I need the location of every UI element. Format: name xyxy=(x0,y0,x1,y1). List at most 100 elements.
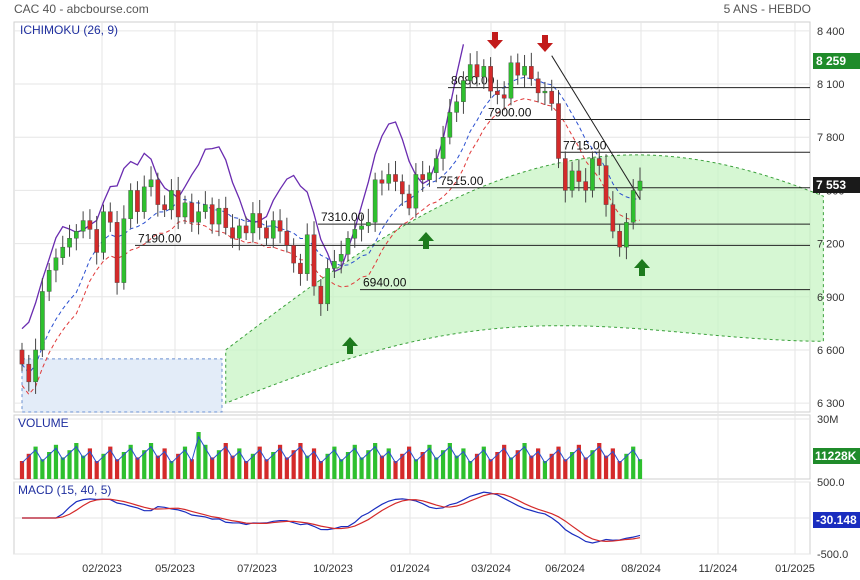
trend-line xyxy=(551,55,641,200)
candle-body xyxy=(630,190,636,223)
volume-bar xyxy=(128,444,133,479)
volume-bar xyxy=(237,448,242,479)
volume-bar xyxy=(617,461,622,479)
candle-body xyxy=(135,190,140,212)
volume-bar xyxy=(264,459,269,479)
candle-body xyxy=(535,78,541,94)
volume-bar xyxy=(345,452,351,479)
candle-body xyxy=(264,227,269,239)
candle-body xyxy=(603,165,609,205)
x-tick-label: 01/2024 xyxy=(390,563,430,575)
volume-bar xyxy=(542,461,548,479)
x-tick-label: 01/2025 xyxy=(775,563,815,575)
kumo-blue xyxy=(21,358,223,413)
volume-bar xyxy=(19,461,25,479)
candle-body xyxy=(637,180,643,191)
volume-bar xyxy=(488,459,493,479)
volume-bar xyxy=(244,461,249,479)
candle-body xyxy=(141,186,147,212)
volume-bar xyxy=(522,443,527,479)
candle-body xyxy=(101,211,106,253)
volume-bar xyxy=(53,444,59,479)
candle-body xyxy=(169,190,174,211)
chikou-line xyxy=(21,44,465,330)
volume-bar xyxy=(515,450,520,479)
volume-bar xyxy=(461,448,466,479)
volume-bar xyxy=(74,443,79,479)
volume-bar xyxy=(305,455,310,479)
candle-body xyxy=(325,268,330,305)
volume-bar xyxy=(40,459,45,479)
volume-bar xyxy=(434,457,439,479)
candle-body xyxy=(107,211,113,223)
volume-bar xyxy=(298,443,303,479)
y-tick-label: 6 300 xyxy=(817,398,845,410)
volume-bar xyxy=(135,457,140,479)
candle-body xyxy=(223,207,229,228)
candle-body xyxy=(203,204,208,212)
candle-body xyxy=(284,230,290,246)
macd-signal-line xyxy=(22,492,641,542)
candle-body xyxy=(386,174,392,184)
volume-bar xyxy=(94,461,99,479)
volume-bar xyxy=(529,455,534,479)
candle-body xyxy=(488,66,493,92)
volume-bar xyxy=(420,452,425,479)
candle-body xyxy=(277,220,283,232)
x-tick-label: 05/2023 xyxy=(155,563,195,575)
volume-bar xyxy=(339,459,344,479)
y-tick-label: 30M xyxy=(817,414,838,426)
volume-bar xyxy=(495,452,500,479)
volume-bar xyxy=(603,455,609,479)
candle-body xyxy=(216,207,222,225)
candle-body xyxy=(155,179,161,205)
volume-bar xyxy=(508,457,514,479)
candle-body xyxy=(230,227,235,239)
y-tick-label: 8 400 xyxy=(817,26,845,38)
last-price-tag xyxy=(813,177,860,193)
candle-body xyxy=(474,64,480,78)
macd-line xyxy=(22,491,641,544)
volume-bar xyxy=(33,446,38,479)
candle-body xyxy=(501,94,507,99)
volume-bar xyxy=(468,461,473,479)
volume-bar xyxy=(114,459,120,479)
volume-bar xyxy=(176,453,181,479)
candle-body xyxy=(352,229,358,239)
volume-bar xyxy=(406,446,412,479)
candle-body xyxy=(128,190,133,219)
volume-bar xyxy=(597,443,602,479)
level-label: 8080.00 xyxy=(451,74,495,88)
volume-bar xyxy=(311,448,317,479)
x-tick-label: 02/2023 xyxy=(82,563,122,575)
volume-bar xyxy=(610,448,615,479)
volume-bar xyxy=(536,448,541,479)
candle-body xyxy=(617,230,622,248)
candle-body xyxy=(33,349,38,383)
volume-bar xyxy=(631,446,636,479)
volume-bar xyxy=(162,448,167,479)
sell-arrow xyxy=(487,32,503,49)
candle-body xyxy=(74,230,79,239)
volume-bar xyxy=(203,444,208,479)
volume-average-line xyxy=(21,435,641,464)
signal-arrows xyxy=(342,32,650,354)
volume-bars xyxy=(19,432,643,479)
candle-body xyxy=(148,179,154,188)
ichimoku-cloud xyxy=(21,154,824,413)
y-tick-label: 7 800 xyxy=(817,132,845,144)
volume-bar xyxy=(576,444,581,479)
grid xyxy=(14,22,810,555)
x-tick-label: 08/2024 xyxy=(621,563,661,575)
volume-bar xyxy=(223,443,228,479)
volume-bar xyxy=(359,457,364,479)
candle-body xyxy=(270,220,276,239)
candle-body xyxy=(87,220,93,230)
volume-bar xyxy=(257,446,262,479)
volume-pane-title: VOLUME xyxy=(18,416,69,430)
volume-bar xyxy=(413,459,418,479)
candle-body xyxy=(406,193,412,209)
candle-body xyxy=(400,181,405,195)
candle-body xyxy=(433,158,439,173)
candle-body xyxy=(26,363,32,383)
